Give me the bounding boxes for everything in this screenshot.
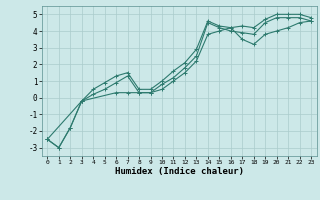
- X-axis label: Humidex (Indice chaleur): Humidex (Indice chaleur): [115, 167, 244, 176]
